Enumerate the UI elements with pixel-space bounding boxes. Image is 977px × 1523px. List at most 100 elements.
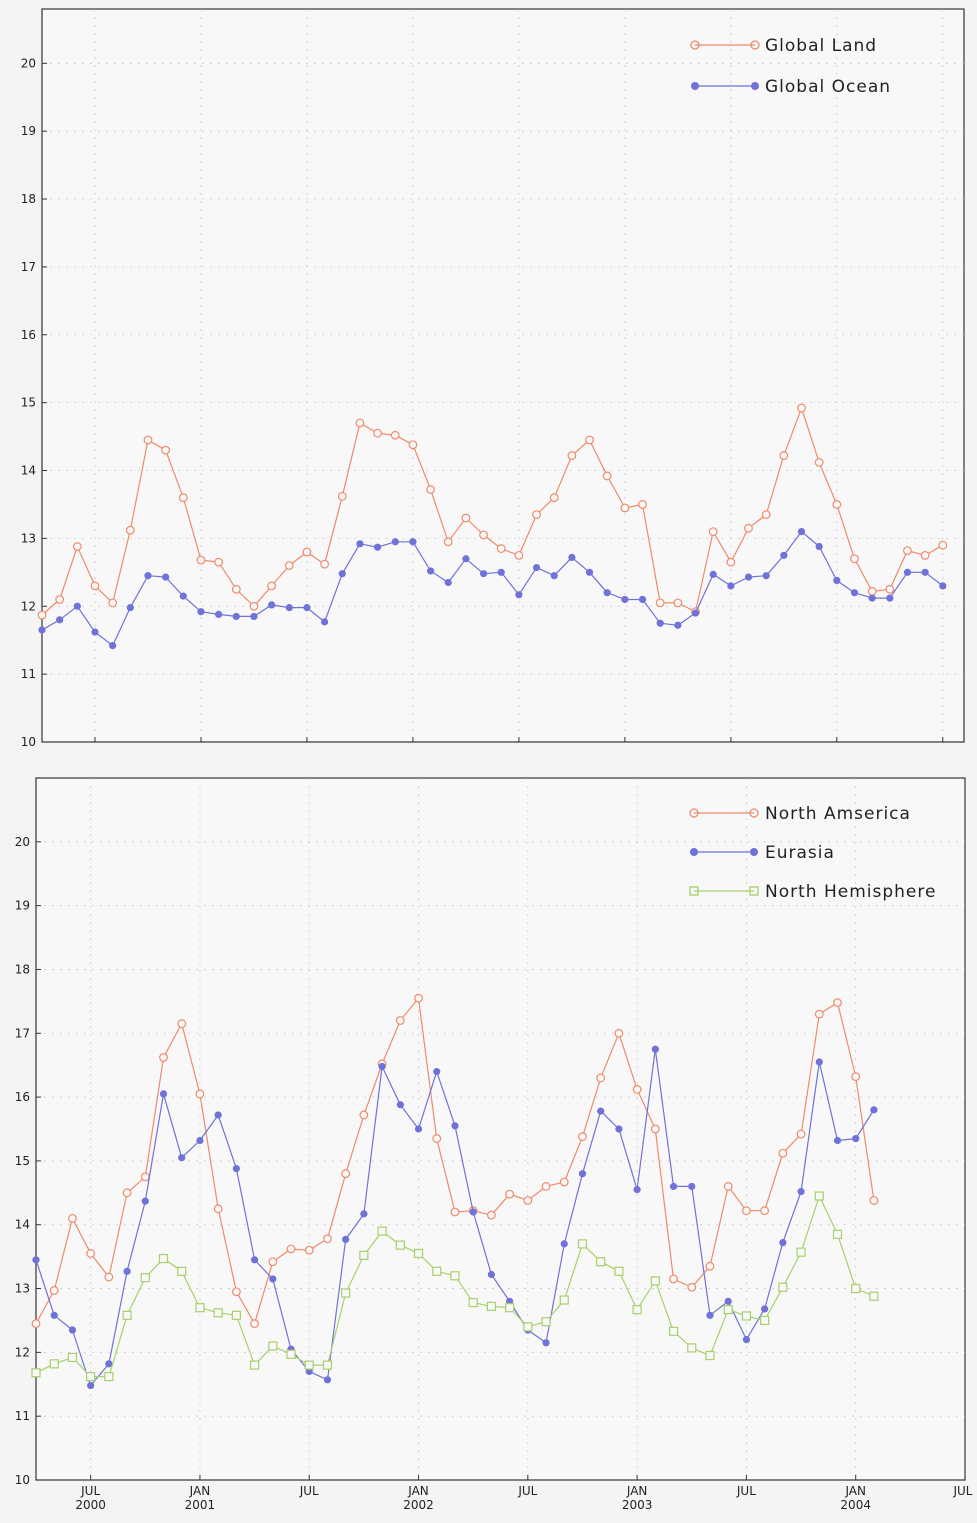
data-point-global-land — [302, 547, 312, 557]
data-point-north-hemisphere — [49, 1359, 59, 1369]
data-point-global-ocean — [285, 604, 293, 612]
y-tick-label: 12 — [21, 599, 36, 613]
data-point-global-land — [867, 586, 877, 596]
data-point-global-ocean — [356, 540, 364, 548]
data-point-global-ocean — [321, 618, 329, 626]
data-point-eurasia — [232, 1164, 240, 1173]
data-point-global-land — [355, 418, 365, 428]
top-series-group — [37, 403, 948, 650]
data-point-eurasia — [196, 1136, 204, 1145]
data-point-global-land — [249, 601, 259, 611]
data-point-eurasia — [141, 1197, 149, 1205]
data-point-north-amserica — [778, 1148, 788, 1158]
data-point-north-hemisphere — [668, 1326, 679, 1336]
x-tick-year-label: 2004 — [840, 1498, 871, 1512]
data-point-eurasia — [615, 1125, 623, 1133]
data-point-global-ocean — [215, 610, 223, 619]
data-point-eurasia — [724, 1297, 732, 1305]
data-point-global-land — [938, 540, 948, 550]
legend-entry-global-ocean: Global Ocean — [691, 77, 890, 97]
x-tick-label: JUL — [952, 1484, 972, 1498]
data-point-eurasia — [360, 1210, 368, 1218]
data-point-global-land — [426, 485, 435, 494]
data-point-global-ocean — [126, 604, 134, 612]
data-point-north-amserica — [650, 1124, 660, 1134]
data-point-global-land — [390, 430, 400, 440]
data-point-global-land — [161, 445, 171, 455]
data-point-north-hemisphere — [687, 1343, 697, 1353]
data-point-eurasia — [815, 1058, 823, 1066]
data-point-north-amserica — [250, 1319, 259, 1329]
data-point-global-land — [761, 510, 771, 520]
data-point-global-ocean — [833, 576, 841, 585]
data-point-global-land — [55, 595, 65, 604]
data-point-north-hemisphere — [122, 1310, 132, 1320]
bottom-y-axis: 10 11 12 13 14 15 16 17 18 19 20 — [15, 835, 41, 1487]
data-point-global-land — [532, 510, 541, 520]
data-point-north-amserica — [323, 1234, 332, 1244]
data-point-north-hemisphere — [195, 1303, 205, 1313]
data-point-north-amserica — [742, 1206, 751, 1216]
data-point-global-land — [620, 503, 630, 513]
data-point-north-hemisphere — [86, 1372, 96, 1382]
y-tick-label: 18 — [15, 962, 30, 976]
data-point-north-hemisphere — [104, 1372, 114, 1382]
data-point-north-hemisphere — [486, 1301, 496, 1312]
data-point-north-hemisphere — [322, 1360, 333, 1370]
data-point-eurasia — [779, 1238, 787, 1247]
legend-label-eurasia: Eurasia — [765, 843, 835, 863]
y-tick-label: 13 — [15, 1282, 30, 1296]
bottom-series-group — [31, 993, 879, 1390]
x-tick-label: JAN — [407, 1484, 429, 1498]
data-point-eurasia — [852, 1134, 860, 1143]
y-tick-label: 12 — [15, 1345, 30, 1359]
data-point-north-hemisphere — [158, 1253, 169, 1264]
data-point-north-hemisphere — [814, 1191, 824, 1201]
x-tick-label: JAN — [189, 1484, 211, 1498]
y-tick-label: 17 — [15, 1026, 30, 1040]
data-point-north-hemisphere — [341, 1288, 351, 1298]
data-point-north-amserica — [359, 1110, 369, 1120]
data-point-north-amserica — [177, 1019, 187, 1029]
data-point-north-amserica — [104, 1272, 114, 1282]
legend-marker-north-america — [749, 808, 759, 818]
data-point-eurasia — [123, 1267, 131, 1275]
data-point-eurasia — [50, 1311, 58, 1319]
data-point-north-hemisphere — [505, 1303, 515, 1313]
data-point-global-land — [920, 550, 930, 560]
data-point-global-ocean — [585, 568, 594, 576]
data-point-north-hemisphere — [851, 1283, 861, 1294]
data-point-north-hemisphere — [450, 1271, 460, 1281]
x-tick-year-label: 2002 — [403, 1498, 434, 1512]
data-point-north-amserica — [541, 1182, 551, 1191]
data-point-global-land — [655, 598, 665, 608]
x-tick-label: JUL — [517, 1484, 537, 1498]
data-point-north-amserica — [760, 1206, 770, 1216]
data-point-global-ocean — [815, 542, 823, 551]
data-point-global-ocean — [179, 592, 187, 600]
data-point-global-land — [567, 451, 577, 460]
data-point-eurasia — [487, 1270, 495, 1279]
data-point-north-amserica — [833, 998, 842, 1008]
data-point-north-hemisphere — [705, 1350, 715, 1361]
data-point-north-hemisphere — [541, 1317, 551, 1327]
data-point-global-ocean — [444, 578, 452, 587]
data-point-global-land — [37, 610, 47, 620]
data-point-global-ocean — [850, 589, 859, 597]
data-point-north-amserica — [669, 1274, 678, 1284]
data-point-global-land — [638, 500, 647, 509]
data-point-global-land — [479, 530, 488, 540]
data-point-north-amserica — [68, 1213, 77, 1223]
data-point-eurasia — [651, 1045, 659, 1053]
data-point-global-land — [143, 435, 153, 445]
legend-marker-north-america — [689, 808, 699, 818]
data-point-global-land — [903, 546, 912, 556]
legend-entry-global-land: Global Land — [690, 36, 876, 56]
data-point-global-land — [744, 523, 753, 533]
data-point-global-ocean — [338, 570, 346, 578]
data-point-eurasia — [433, 1067, 441, 1076]
legend-entry-north-america: North Amserica — [689, 804, 910, 824]
data-point-north-amserica — [31, 1319, 41, 1329]
data-point-global-ocean — [868, 594, 876, 602]
